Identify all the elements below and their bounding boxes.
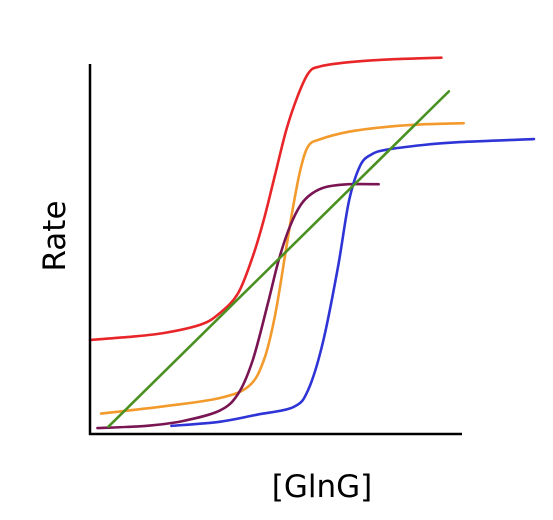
x-axis-label: [GlnG] xyxy=(272,469,373,505)
y-axis-label: Rate xyxy=(37,200,73,271)
plot-area xyxy=(88,56,536,430)
series-line-2 xyxy=(99,121,465,415)
series-line-5 xyxy=(107,90,451,428)
series-line-4 xyxy=(170,137,536,428)
series-line-1 xyxy=(88,56,443,342)
series-line-3 xyxy=(96,182,380,430)
